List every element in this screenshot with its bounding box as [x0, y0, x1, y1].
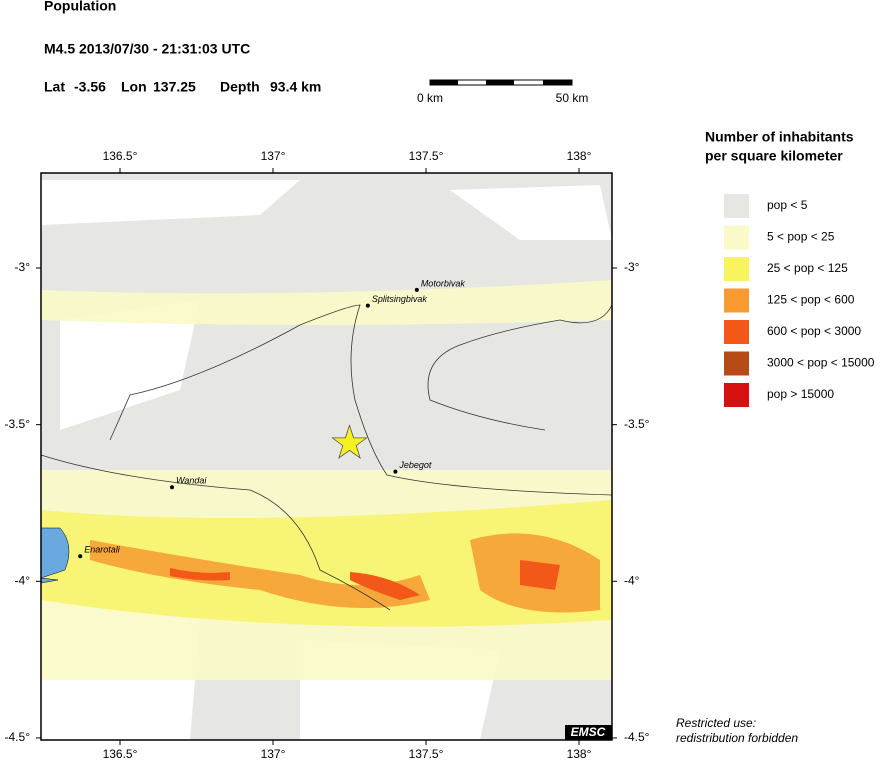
logo-box	[565, 725, 612, 740]
city-label: Splitsingbivak	[372, 294, 428, 304]
note: Restricted use:	[676, 716, 756, 730]
city-label: Motorbivak	[421, 278, 466, 288]
depth-label: Depth	[220, 79, 260, 95]
legend-swatch	[724, 351, 749, 376]
lat-tick-label: -3°	[624, 260, 640, 274]
legend-label: 5 < pop < 25	[767, 230, 835, 244]
scale-bar	[429, 79, 573, 86]
legend-swatch	[724, 320, 749, 344]
legend-label: pop < 5	[767, 198, 808, 212]
city-dot	[414, 287, 419, 292]
lat-tick-label: -3.5°	[5, 417, 31, 431]
title: Population	[44, 0, 116, 14]
lon: 137.25	[153, 79, 196, 95]
lat-tick-label: -4°	[624, 573, 640, 587]
map-frame	[40, 172, 613, 741]
legend-swatch	[724, 257, 749, 281]
lat-tick-label: -4.5°	[5, 730, 31, 744]
legend-title: Number of inhabitants	[705, 129, 854, 145]
legend-title: per square kilometer	[705, 148, 843, 164]
city-label: Enarotali	[84, 545, 121, 555]
legend-swatch	[724, 194, 749, 218]
lon-tick-label: 137.5°	[409, 747, 444, 761]
lon-tick-label: 138°	[567, 747, 592, 761]
lat: -3.56	[74, 79, 106, 95]
lon-tick-label: 137.5°	[409, 149, 444, 163]
legend-swatch	[724, 225, 749, 250]
lat-tick-label: -3°	[15, 260, 31, 274]
city-dot	[365, 303, 370, 308]
lat-tick-label: -3.5°	[624, 417, 650, 431]
lon-tick-label: 137°	[261, 747, 286, 761]
depth: 93.4 km	[270, 79, 321, 95]
lon-tick-label: 137°	[261, 149, 286, 163]
lat-tick-label: -4°	[15, 573, 31, 587]
note: redistribution forbidden	[676, 731, 798, 745]
lat-tick-label: -4.5°	[624, 730, 650, 744]
city-dot	[170, 485, 175, 490]
lon-tick-label: 138°	[567, 149, 592, 163]
legend-label: 125 < pop < 600	[767, 293, 855, 307]
epicenter	[331, 424, 368, 460]
legend-label: 600 < pop < 3000	[767, 324, 861, 338]
city-dot	[78, 554, 83, 559]
legend-label: pop > 15000	[767, 387, 834, 401]
scale-end: 50 km	[556, 91, 589, 105]
city-label: Jebegot	[398, 460, 432, 470]
scale-start: 0 km	[417, 91, 443, 105]
legend-label: 25 < pop < 125	[767, 261, 848, 275]
population-raster	[41, 173, 612, 740]
lake	[40, 527, 70, 584]
city-dot	[393, 469, 398, 474]
legend-swatch	[724, 383, 749, 407]
legend-label: 3000 < pop < 15000	[767, 356, 875, 370]
lon-tick-label: 136.5°	[103, 149, 138, 163]
logo: EMSC	[571, 725, 606, 739]
lon-tick-label: 136.5°	[103, 747, 138, 761]
lat-label: Lat	[44, 79, 65, 95]
city-label: Wandai	[176, 476, 207, 486]
lon-label: Lon	[121, 79, 147, 95]
legend-swatch	[724, 288, 749, 313]
event: M4.5 2013/07/30 - 21:31:03 UTC	[44, 41, 250, 57]
borders	[40, 304, 613, 611]
